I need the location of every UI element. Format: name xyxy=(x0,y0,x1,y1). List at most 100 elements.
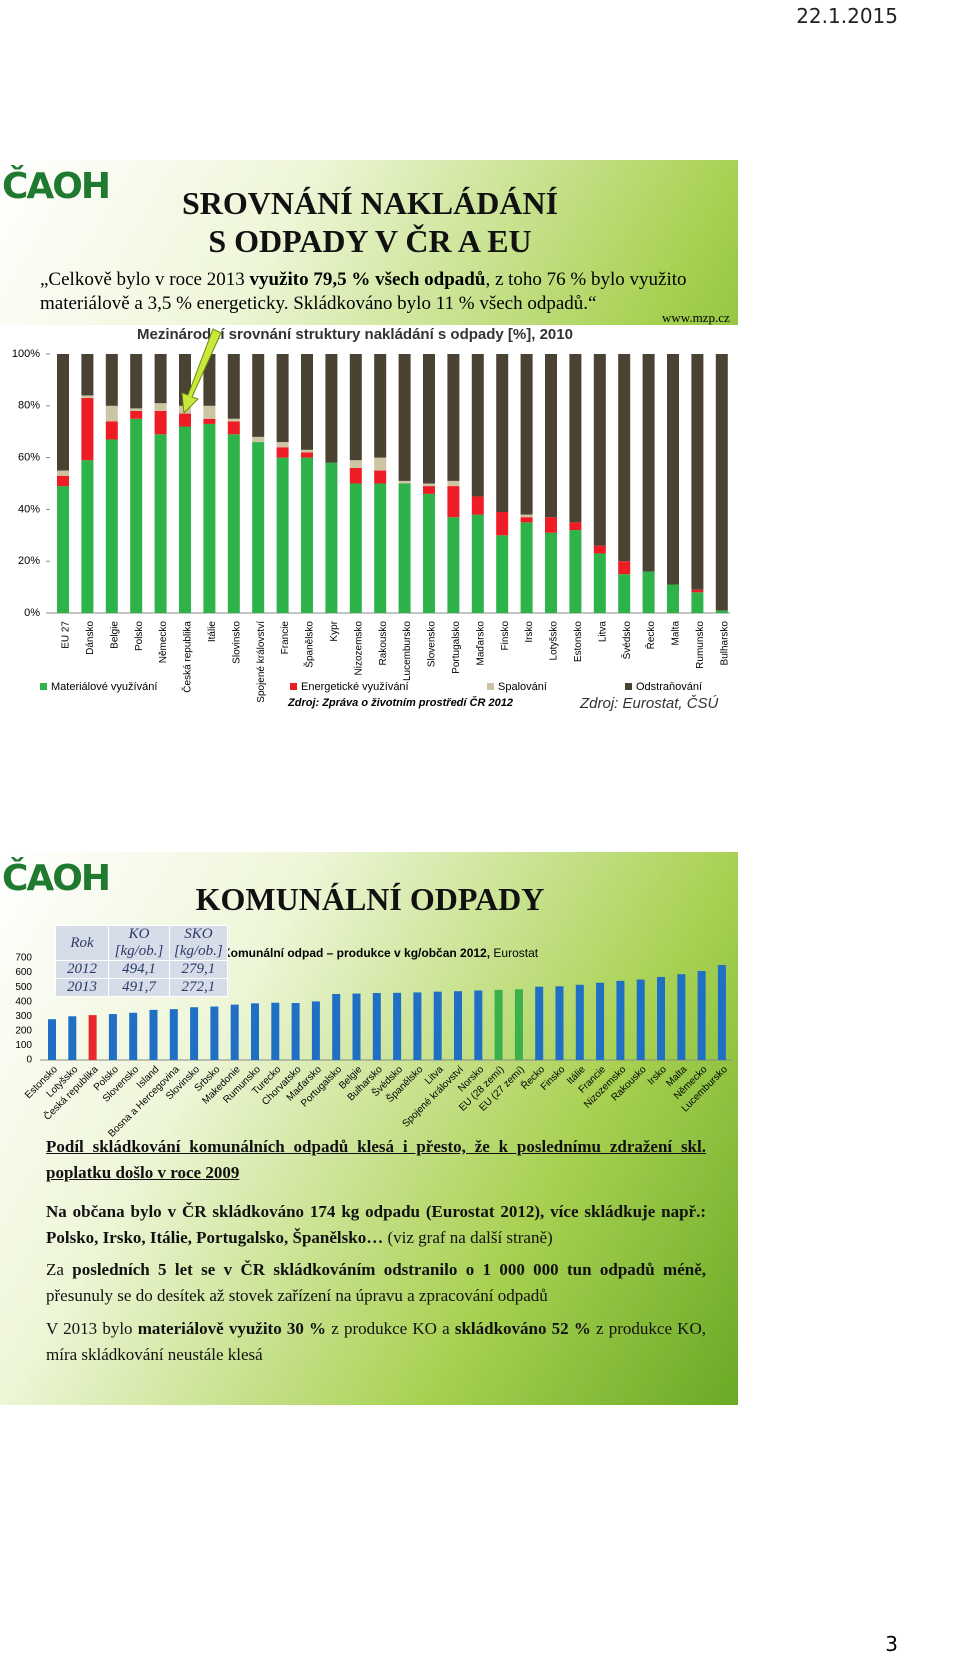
bar xyxy=(717,964,726,1060)
bar-segment xyxy=(447,517,460,613)
bar-segment xyxy=(57,470,69,476)
y-tick-label: 700 xyxy=(15,953,32,964)
paragraph: Za posledních 5 let se v ČR skládkováním… xyxy=(46,1257,706,1309)
x-tick-label: Španělsko xyxy=(303,621,316,668)
bar-segment xyxy=(81,354,94,396)
bar xyxy=(372,992,381,1060)
cell: 494,1 xyxy=(108,960,170,979)
bar-segment xyxy=(179,426,191,613)
bar-segment xyxy=(471,354,484,497)
bar-segment xyxy=(276,354,289,443)
bar-segment xyxy=(57,354,69,471)
run: Na občana bylo v ČR skládkováno 174 kg o… xyxy=(46,1202,706,1247)
bar-segment xyxy=(301,354,313,450)
bar-segment xyxy=(227,354,240,419)
bar xyxy=(616,980,625,1060)
bar xyxy=(271,1002,280,1060)
bar-segment xyxy=(276,442,289,448)
title-line: S ODPADY V ČR A EU xyxy=(208,223,532,259)
bar-segment xyxy=(349,354,362,461)
bar-segment xyxy=(203,354,216,406)
x-tick-label: Lotyšsko xyxy=(549,621,560,661)
bar-segment xyxy=(691,589,704,593)
bar-segment xyxy=(374,483,387,613)
run: Za xyxy=(46,1260,73,1279)
bar-segment xyxy=(423,354,435,484)
x-tick-label: Rakousko xyxy=(378,621,389,666)
x-tick-label: Rumunsko xyxy=(695,621,706,669)
bar-segment xyxy=(130,410,143,419)
paragraph: Na občana bylo v ČR skládkováno 174 kg o… xyxy=(46,1199,706,1251)
x-tick-label: Řecko xyxy=(644,621,657,650)
bar-segment xyxy=(398,354,411,481)
quote: „Celkově bylo v roce 2013 využito 79,5 %… xyxy=(40,268,700,316)
bar-segment xyxy=(325,354,338,463)
slide-title: SROVNÁNÍ NAKLÁDÁNÍ S ODPADY V ČR A EU xyxy=(140,184,600,260)
quote-run: „Celkově bylo v roce 2013 xyxy=(40,269,250,290)
table-header: Rok KO [kg/ob.] SKO [kg/ob.] xyxy=(55,925,228,961)
bar xyxy=(413,992,422,1060)
bar xyxy=(332,993,341,1060)
chart-bg xyxy=(0,325,738,717)
table: Rok KO [kg/ob.] SKO [kg/ob.] 2012 494,1 … xyxy=(55,925,228,997)
bar-segment xyxy=(593,545,606,554)
bar-segment xyxy=(203,405,216,419)
bar-segment xyxy=(520,354,533,515)
cell: 279,1 xyxy=(169,960,228,979)
bar-segment xyxy=(105,405,118,422)
run: V 2013 bylo xyxy=(46,1319,138,1338)
bar-segment xyxy=(154,434,167,613)
x-tick-label: Česká republika xyxy=(181,621,194,693)
bar-segment xyxy=(154,403,167,411)
logo: ČAOH xyxy=(2,166,111,207)
bar xyxy=(697,970,706,1060)
bar-segment xyxy=(667,584,679,613)
bar-segment xyxy=(447,480,460,487)
legend-swatch xyxy=(290,683,297,690)
bar-segment xyxy=(569,522,582,531)
bar-segment xyxy=(520,517,533,523)
bar-segment xyxy=(325,462,338,613)
bar-segment xyxy=(691,592,704,613)
cell: 2013 xyxy=(55,978,109,997)
bar-segment xyxy=(642,571,655,613)
bar xyxy=(149,1009,158,1060)
bar-segment xyxy=(520,514,533,518)
bar-segment xyxy=(276,447,289,458)
cell: 2012 xyxy=(55,960,109,979)
bar-segment xyxy=(545,532,557,613)
bar-segment xyxy=(57,486,69,613)
bar-segment xyxy=(154,410,167,435)
x-tick-label: Dánsko xyxy=(85,621,96,655)
bar-segment xyxy=(715,610,728,613)
bar-segment xyxy=(252,436,265,443)
bar-segment xyxy=(130,354,143,409)
x-tick-label: Švédsko xyxy=(620,621,633,660)
quote-run: , z toho 76 % bylo využito materiálově a… xyxy=(40,269,687,314)
bar-segment xyxy=(496,354,509,512)
y-tick-label: 0 xyxy=(26,1055,32,1066)
bar-segment xyxy=(374,470,387,484)
paragraph: V 2013 bylo materiálově využito 30 % z p… xyxy=(46,1316,706,1368)
y-tick-label: 200 xyxy=(15,1025,32,1036)
bar-segment xyxy=(545,354,557,518)
y-tick-label: 400 xyxy=(15,996,32,1007)
legend-swatch xyxy=(40,683,47,690)
bar xyxy=(48,1019,56,1060)
header-cell: Rok xyxy=(55,925,109,961)
bar-segment xyxy=(227,421,240,435)
bar-segment xyxy=(301,452,313,458)
bar xyxy=(393,992,402,1060)
x-tick-label: Francie xyxy=(280,621,291,655)
bar-segment xyxy=(593,354,606,546)
x-tick-label: Finsko xyxy=(500,621,511,651)
bar-segment xyxy=(301,457,313,613)
x-tick-label: Slovinsko xyxy=(231,621,242,664)
quote-run: využito 79,5 % všech odpadů xyxy=(249,269,486,290)
bar xyxy=(108,1014,117,1060)
date: 22.1.2015 xyxy=(796,4,898,28)
logo: ČAOH xyxy=(2,858,111,899)
bar-segment xyxy=(691,354,704,590)
page-number: 3 xyxy=(885,1632,898,1656)
bar-segment xyxy=(667,354,679,585)
